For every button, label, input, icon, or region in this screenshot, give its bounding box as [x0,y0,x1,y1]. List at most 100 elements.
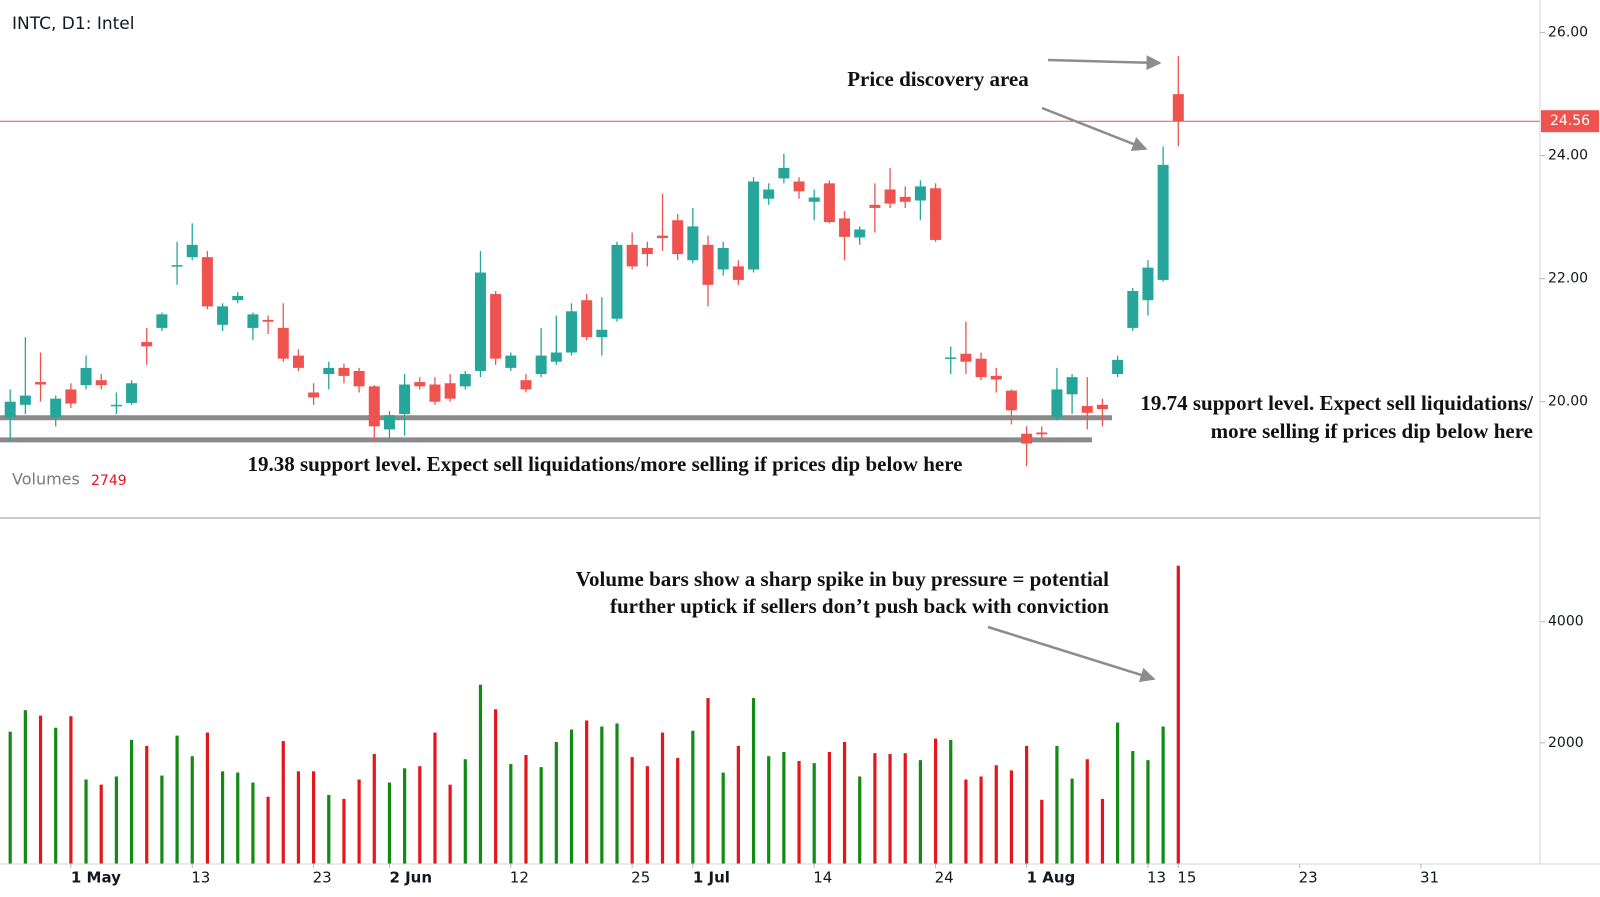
volume-bar [630,757,634,864]
volume-bar [1024,745,1029,864]
y-tick-label: 24.00 [1548,148,1588,164]
candle-body [899,196,911,202]
volume-bar [539,767,543,864]
candle-body [171,265,183,267]
volume-bar [660,732,665,864]
annotation-text: Price discovery area [847,67,1029,91]
candle-body [1021,433,1033,444]
volume-bar [1131,751,1135,864]
candle-body [1142,267,1154,301]
candle-body [338,367,350,376]
volume-bar [676,758,680,864]
candle-body [50,398,62,418]
x-tick-label: 12 [510,869,529,887]
volume-bar [600,726,604,864]
candle-body [95,380,107,386]
candle-body [672,220,684,255]
volume-bar [721,772,725,864]
volume-tick-label: 2000 [1548,735,1584,751]
x-tick-label: 23 [1299,869,1318,887]
volume-bar [54,727,58,864]
volume-bar [190,756,194,864]
candle-body [854,229,866,238]
volume-bar [296,771,301,864]
candle-body [717,247,729,270]
volume-bar [645,766,649,864]
candle-body [839,218,851,237]
candle-body [930,188,942,240]
candle-body [869,204,881,208]
volume-bar [494,709,498,864]
candle-body [626,244,638,267]
candle-body [793,181,805,192]
volume-bar [964,779,968,864]
volume-bar [145,745,149,864]
volume-bar [372,754,376,864]
volume-bar [327,794,331,864]
volume-bar [99,784,103,864]
last-price-box [1541,110,1599,133]
annotation-text: 19.38 support level. Expect sell liquida… [248,452,963,476]
annotation-text: Volume bars show a sharp spike in buy pr… [576,567,1109,591]
candle-body [641,247,653,255]
x-tick-label: 1 May [71,869,121,887]
x-tick-label: 24 [935,869,954,887]
x-tick-label: 13 [1147,869,1166,887]
volume-bar [69,716,73,864]
volume-bar [160,775,164,864]
x-tick-label: 1 Aug [1027,869,1076,887]
candle-body [884,189,896,204]
volume-bar [357,779,361,864]
candle-body [1127,290,1139,328]
volume-bar [767,756,771,864]
volume-bar [266,796,270,864]
candle-body [459,374,471,387]
volume-bar [312,771,316,864]
volume-bar [751,698,756,864]
annotation-arrow [1041,106,1148,152]
volume-bar [403,768,407,864]
volume-bar [994,765,998,864]
volume-bar [509,764,513,864]
candle-body [565,311,577,353]
volume-bar [1085,759,1089,864]
candle-body [1051,389,1063,418]
candle-body [581,300,593,338]
candle-body [429,384,441,402]
volume-bar [1100,798,1105,864]
candle-body [4,401,16,418]
volume-bar [797,761,801,864]
candle-body [19,395,31,405]
candle-body [1096,404,1108,410]
candle-body [611,244,623,319]
candle-body [596,329,608,338]
volume-legend-value: 2749 [91,473,127,489]
candle-body [368,386,380,427]
candle-body [262,319,274,322]
candle-body [232,295,244,301]
candle-body [1036,432,1048,435]
marks-layer [4,55,1184,864]
volume-bar [1070,778,1074,864]
candle-body [490,294,502,359]
volume-bar [220,771,225,864]
candle-body [141,342,153,347]
volume-bar [1040,799,1044,864]
candle-body [156,314,168,328]
volume-bar [433,732,437,864]
volume-bar [418,766,422,864]
x-tick-label: 31 [1420,869,1439,887]
candle-body [186,244,198,258]
volume-tick-label: 4000 [1548,614,1584,630]
candle-body [247,314,259,328]
candle-body [914,186,926,201]
candle-body [990,375,1002,380]
candle-body [444,383,456,399]
volume-bar [281,741,285,864]
x-tick-label: 2 Jun [389,869,432,887]
volume-bar [1176,565,1180,864]
volume-bar [1116,722,1120,864]
candle-body [945,357,957,359]
